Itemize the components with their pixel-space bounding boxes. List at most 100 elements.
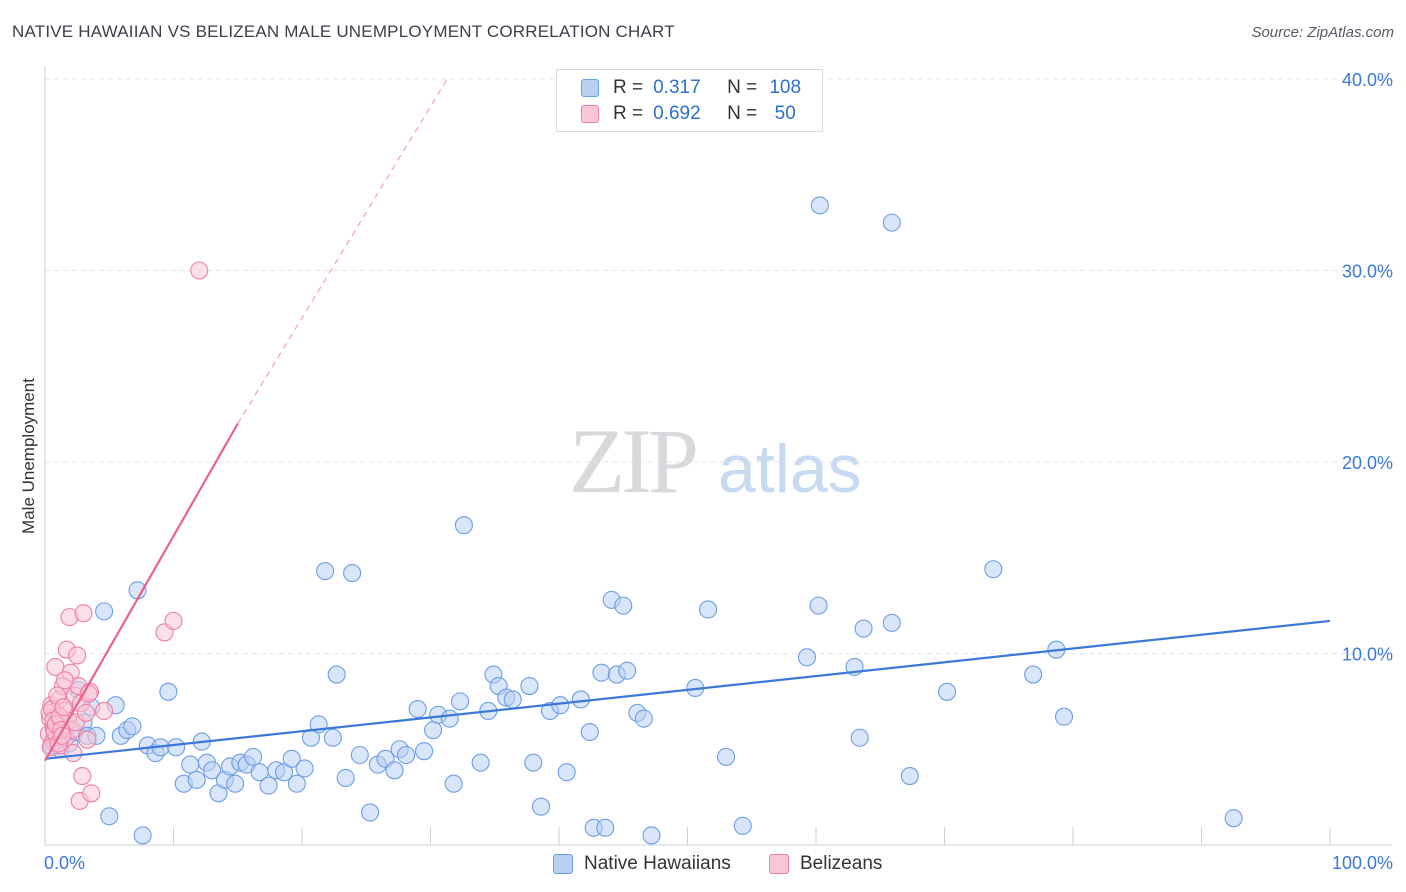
- point-belizean: [190, 261, 209, 280]
- bottom-legend-swatch-belizeans: [769, 854, 789, 874]
- point-native-hawaiian: [259, 776, 278, 795]
- point-native-hawaiian: [618, 661, 637, 680]
- point-belizean: [64, 744, 83, 763]
- data-points: [39, 196, 1243, 845]
- point-belizean: [53, 726, 72, 745]
- trend-line-extension-belizeans: [237, 78, 448, 425]
- gridlines: [45, 78, 1392, 654]
- legend-r-label: R =: [613, 103, 644, 124]
- point-native-hawaiian: [323, 728, 342, 747]
- point-belizean: [55, 671, 74, 690]
- point-native-hawaiian: [350, 745, 369, 765]
- bottom-legend-swatch-native-hawaiians: [553, 854, 573, 874]
- point-belizean: [68, 646, 87, 665]
- point-native-hawaiian: [397, 745, 416, 765]
- bottom-legend-native-hawaiians: Native Hawaiians: [553, 852, 731, 876]
- point-belizean: [82, 784, 101, 803]
- correlation-legend: R = 0.317 N = 108 R = 0.692 N = 50: [556, 69, 823, 132]
- x-tick-label-min: 0.0%: [44, 853, 85, 873]
- point-native-hawaiian: [1024, 665, 1043, 684]
- point-native-hawaiian: [203, 761, 222, 780]
- point-native-hawaiian: [810, 196, 829, 215]
- point-native-hawaiian: [850, 728, 869, 747]
- point-native-hawaiian: [159, 682, 178, 701]
- point-native-hawaiian: [167, 738, 186, 757]
- legend-swatch-belizeans: [581, 105, 599, 123]
- point-native-hawaiian: [187, 770, 206, 789]
- trend-line-belizeans: [44, 423, 239, 762]
- legend-n-label: N =: [727, 103, 758, 124]
- legend-r-value: 0.317: [653, 77, 701, 98]
- point-native-hawaiian: [327, 665, 346, 684]
- point-native-hawaiian: [531, 797, 551, 816]
- point-native-hawaiian: [385, 761, 404, 780]
- point-native-hawaiian: [503, 690, 522, 709]
- y-tick-label: 20.0%: [1342, 453, 1393, 473]
- y-tick-label: 10.0%: [1342, 645, 1393, 665]
- point-native-hawaiian: [614, 596, 633, 615]
- legend-r-label: R =: [613, 77, 644, 98]
- point-native-hawaiian: [343, 564, 362, 583]
- y-tick-label: 30.0%: [1342, 262, 1393, 282]
- point-native-hawaiian: [316, 562, 335, 581]
- point-native-hawaiian: [634, 709, 653, 728]
- legend-swatch-native-hawaiians: [581, 79, 599, 97]
- point-native-hawaiian: [520, 677, 539, 696]
- point-native-hawaiian: [797, 648, 817, 667]
- legend-row-native-hawaiians: R = 0.317 N = 108: [581, 76, 805, 100]
- watermark-atlas: atlas: [718, 431, 862, 507]
- point-native-hawaiian: [444, 774, 463, 793]
- point-native-hawaiian: [451, 692, 470, 711]
- point-native-hawaiian: [336, 768, 355, 788]
- point-native-hawaiian: [361, 803, 380, 822]
- point-native-hawaiian: [274, 763, 294, 782]
- point-belizean: [73, 767, 92, 786]
- point-native-hawaiian: [882, 213, 901, 232]
- point-native-hawaiian: [95, 602, 114, 621]
- point-native-hawaiian: [408, 699, 427, 719]
- point-native-hawaiian: [733, 816, 752, 835]
- point-native-hawaiian: [1224, 809, 1243, 828]
- point-native-hawaiian: [440, 709, 459, 728]
- axis-labels: 10.0% 20.0% 30.0% 40.0% 0.0% 100.0% Male Unemp…: [19, 70, 1393, 873]
- trend-line-native-hawaiians: [44, 619, 1331, 760]
- legend-row-belizeans: R = 0.692 N = 50: [581, 102, 805, 126]
- legend-n-label: N =: [727, 77, 758, 98]
- point-native-hawaiian: [716, 747, 736, 766]
- chart-title: NATIVE HAWAIIAN VS BELIZEAN MALE UNEMPLO…: [12, 22, 675, 41]
- bottom-legend-label-native-hawaiians: Native Hawaiians: [584, 853, 731, 874]
- point-belizean: [74, 604, 93, 623]
- point-native-hawaiian: [557, 763, 576, 782]
- point-native-hawaiian: [882, 613, 901, 632]
- point-native-hawaiian: [809, 596, 828, 615]
- legend-n-value: 108: [769, 77, 802, 98]
- point-native-hawaiian: [424, 721, 443, 740]
- trend-lines: [44, 78, 1331, 762]
- watermark-zip: ZIP: [569, 410, 696, 512]
- point-native-hawaiian: [133, 826, 152, 845]
- point-native-hawaiian: [123, 717, 142, 736]
- point-native-hawaiian: [295, 759, 314, 778]
- point-native-hawaiian: [415, 742, 434, 761]
- point-native-hawaiian: [226, 774, 245, 793]
- point-belizean: [164, 611, 183, 630]
- point-belizean: [95, 701, 114, 721]
- point-native-hawaiian: [454, 516, 473, 535]
- y-tick-label: 40.0%: [1342, 70, 1393, 90]
- point-native-hawaiian: [287, 774, 306, 793]
- point-belizean: [77, 703, 96, 722]
- point-belizean: [54, 698, 73, 717]
- point-native-hawaiian: [900, 767, 919, 786]
- point-native-hawaiian: [642, 826, 661, 845]
- x-tick-label-max: 100.0%: [1332, 853, 1393, 873]
- point-native-hawaiian: [580, 722, 599, 742]
- point-belizean: [78, 730, 97, 749]
- point-native-hawaiian: [100, 807, 119, 826]
- series-native-hawaiians: [42, 196, 1243, 845]
- point-native-hawaiian: [282, 749, 301, 768]
- point-native-hawaiian: [471, 753, 490, 772]
- point-native-hawaiian: [699, 600, 718, 619]
- point-native-hawaiian: [1054, 707, 1074, 726]
- series-belizeans: [39, 261, 209, 811]
